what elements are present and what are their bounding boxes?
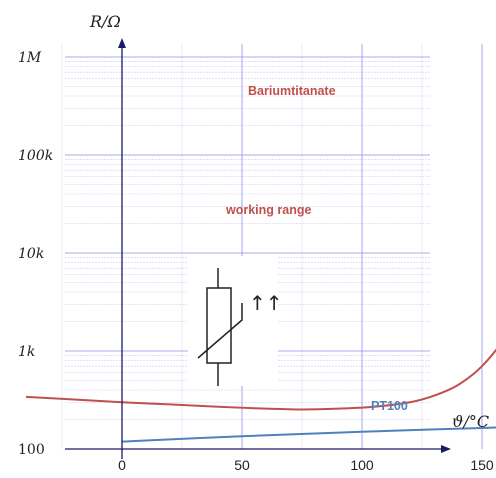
x-axis-arrow — [441, 445, 451, 453]
symbol-nonlinear-line — [197, 303, 243, 359]
x-tick-label: 100 — [350, 457, 374, 473]
y-tick-label: 1k — [18, 344, 35, 360]
axes — [65, 38, 451, 459]
symbol-body — [206, 287, 232, 364]
x-tick-label: 50 — [234, 457, 250, 473]
y-axis-arrow — [118, 38, 126, 48]
symbol-background — [188, 256, 278, 386]
series-line-bariumtitanate — [25, 348, 496, 411]
y-tick-label: 1M — [18, 50, 42, 66]
series-label-bariumtitanate: Bariumtitanate — [248, 84, 336, 98]
series-label-pt100: PT100 — [371, 399, 408, 413]
y-axis-label: R/Ω — [89, 12, 121, 31]
x-tick-label: 150 — [470, 457, 494, 473]
y-tick-labels: 100 1k 10k 100k 1M — [18, 50, 53, 458]
y-tick-label: 100 — [18, 442, 45, 458]
y-tick-label: 10k — [18, 246, 44, 262]
thermistor-symbol: ↑↑ — [188, 256, 283, 386]
x-axis-label: ϑ/°C — [452, 412, 489, 431]
symbol-arrows: ↑↑ — [249, 291, 283, 315]
y-tick-label: 100k — [18, 148, 53, 164]
major-grid — [65, 44, 483, 450]
series-layer — [25, 348, 496, 443]
series-line-pt100 — [121, 426, 496, 443]
annotation-working-range: working range — [225, 203, 311, 217]
x-tick-label: 0 — [118, 457, 126, 473]
x-tick-labels: 050100150200250 — [118, 457, 494, 473]
minor-grid — [61, 44, 430, 449]
